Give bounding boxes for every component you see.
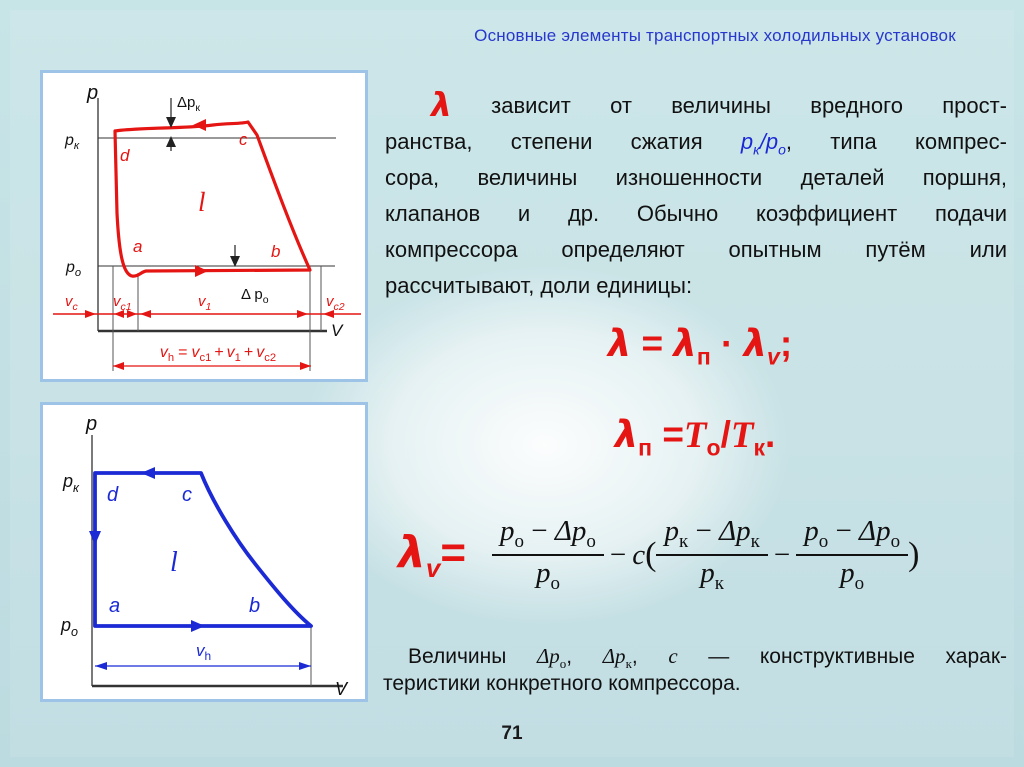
vh-left-arrow: [95, 662, 107, 670]
pv-diagram-real-panel: Δpк Δ pо vc vc1 v1 vc2 d c a b l p: [40, 70, 368, 382]
fraction-po-2: pо − Δpо pо: [796, 515, 909, 594]
suction-direction-arrow: [195, 265, 208, 277]
vh-right-arrow: [299, 662, 311, 670]
vc-arrow: [85, 310, 96, 318]
vc-label: vc: [65, 293, 79, 313]
compression-ratio: pк/pо: [740, 129, 786, 158]
dpk-term: Δpк: [602, 644, 632, 672]
pv-diagram-ideal: d c a b l p V pк pо vh: [60, 413, 349, 699]
point-b-label: b: [249, 595, 260, 617]
point-d-label: d: [120, 146, 130, 165]
vc1-label: vc1: [113, 293, 132, 313]
v1-left-arrow: [140, 310, 151, 318]
dpo-label: Δ pо: [241, 286, 269, 306]
text-line-5: компрессора определяют опытным путём или: [385, 237, 1007, 262]
fraction-po: pо − Δpо pо: [492, 515, 604, 594]
vc1-left-arrow: [114, 310, 124, 318]
formula-lhs: λv=: [398, 526, 467, 583]
line-text: , типа компрес-: [785, 129, 1007, 154]
line-text: ранства, степени сжатия: [385, 129, 703, 154]
line-text: зависит от величины вредного прост-: [491, 93, 1007, 118]
dpo-down-arrow: [230, 256, 240, 267]
slide-title: Основные элементы транспортных холодильн…: [474, 26, 956, 45]
v1-right-arrow: [297, 310, 308, 318]
note-text: Величины Δpо, Δpк, c — конструктивные ха…: [383, 642, 1007, 698]
vh-sum-formula: vh = vc1 + v1 + vc2: [160, 344, 276, 364]
text-line-4: клапанов и др. Обычно коэффициент подачи: [385, 201, 1007, 226]
text-line-2: ранства, степени сжатия pк/pо, типа комп…: [385, 124, 1007, 160]
pk-axis-label: pк: [64, 132, 80, 152]
v-axis-label: V: [335, 679, 349, 699]
text-line-6: рассчитывают, доли единицы:: [385, 273, 693, 298]
p-axis-label: p: [85, 413, 97, 435]
note-line-2: теристики конкретного компрессора.: [383, 672, 741, 695]
po-axis-label: pо: [65, 259, 81, 279]
point-c-label: c: [239, 130, 248, 149]
dpk-label: Δpк: [177, 94, 200, 114]
text-line-3: сора, величины изношенности деталей порш…: [385, 165, 1007, 190]
vh-left-arrow: [113, 362, 124, 370]
note-line-1: Величины Δpо, Δpк, c — конструктивные ха…: [408, 644, 1008, 672]
body-text: λ зависит от величины вредного прост- ра…: [385, 88, 1007, 304]
lambda-symbol: λ: [431, 85, 452, 124]
v-axis-label: V: [331, 321, 344, 340]
po-axis-label: pо: [60, 615, 78, 639]
point-a-label: a: [133, 237, 142, 256]
vh-right-arrow: [300, 362, 311, 370]
point-b-label: b: [271, 242, 280, 261]
vc1-right-arrow: [127, 310, 137, 318]
expansion-direction-arrow: [89, 531, 101, 545]
fraction-pk: pк − Δpк pк: [656, 515, 768, 594]
page-number: 71: [501, 723, 523, 744]
pk-axis-label: pк: [62, 471, 80, 495]
vc2-label: vc2: [326, 293, 345, 313]
dpk-down-arrow: [166, 117, 176, 128]
suction-direction-arrow: [191, 620, 205, 632]
formula-lambda-v: λv= pо − Δpо pо − c( pк − Δpк pк − pо − Δ…: [398, 505, 1016, 605]
discharge-direction-arrow: [193, 119, 206, 131]
point-d-label: d: [107, 484, 119, 506]
dpo-term: Δpо: [536, 644, 567, 672]
dpk-up-arrow: [166, 136, 176, 147]
work-label: l: [170, 547, 178, 578]
vh-label: vh: [196, 641, 211, 663]
work-label: l: [198, 187, 206, 217]
pv-diagram-ideal-panel: d c a b l p V pк pо vh: [40, 402, 368, 702]
formula-rhs: pо − Δpо pо − c( pк − Δpк pк − pо − Δpо p…: [492, 515, 919, 594]
discharge-direction-arrow: [141, 467, 155, 479]
v1-label: v1: [198, 293, 211, 313]
pv-diagram-real: Δpк Δ pо vc vc1 v1 vc2 d c a b l p: [53, 82, 361, 371]
formula-lambda-p: λп =Tо/Tк.: [614, 413, 776, 461]
indicator-cycle-path: [113, 120, 312, 278]
formula-lambda-product: λ = λп · λv;: [607, 322, 793, 370]
c-term: c: [668, 644, 678, 668]
point-c-label: c: [182, 484, 192, 506]
ideal-cycle-path: [93, 471, 313, 628]
vc2-arrow: [323, 310, 334, 318]
p-axis-label: p: [86, 82, 98, 104]
text-line-1: λ зависит от величины вредного прост-: [385, 88, 1007, 124]
point-a-label: a: [109, 595, 120, 617]
